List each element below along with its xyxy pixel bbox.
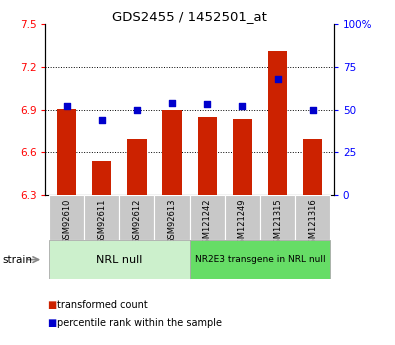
Bar (162, 109, 182, 195)
Bar (198, 117, 217, 195)
Point (310, 107, 316, 112)
Text: GSM92610: GSM92610 (62, 198, 71, 244)
Bar (49, 240, 190, 279)
Bar (57, 109, 76, 195)
Point (275, 76, 281, 81)
Bar (295, 195, 330, 240)
Point (169, 100, 175, 106)
Text: ■: ■ (47, 318, 56, 327)
Bar (233, 119, 252, 195)
Text: GSM92613: GSM92613 (167, 198, 177, 244)
Text: NR2E3 transgene in NRL null: NR2E3 transgene in NRL null (195, 255, 325, 264)
Point (204, 102, 211, 107)
Text: NRL null: NRL null (96, 255, 143, 265)
Bar (154, 195, 190, 240)
Text: GSM92612: GSM92612 (132, 198, 141, 244)
Bar (84, 195, 119, 240)
Bar (225, 195, 260, 240)
Bar (119, 195, 154, 240)
Bar (127, 139, 147, 195)
Text: GSM121249: GSM121249 (238, 198, 247, 249)
Bar (303, 139, 322, 195)
Bar (49, 195, 84, 240)
Bar (92, 161, 111, 195)
Text: ■: ■ (47, 300, 56, 310)
Point (134, 107, 140, 112)
Text: GSM121242: GSM121242 (203, 198, 212, 249)
Text: GSM121316: GSM121316 (308, 198, 317, 249)
Text: strain: strain (2, 256, 32, 265)
Text: transformed count: transformed count (57, 300, 148, 310)
Text: GSM121315: GSM121315 (273, 198, 282, 249)
Point (239, 104, 246, 109)
Text: GSM92611: GSM92611 (97, 198, 106, 244)
Bar (190, 195, 225, 240)
Point (98, 117, 105, 122)
Bar (268, 51, 287, 195)
Point (63, 104, 70, 109)
Bar (260, 195, 295, 240)
Title: GDS2455 / 1452501_at: GDS2455 / 1452501_at (112, 10, 267, 23)
Bar (190, 240, 330, 279)
Text: percentile rank within the sample: percentile rank within the sample (57, 318, 222, 327)
